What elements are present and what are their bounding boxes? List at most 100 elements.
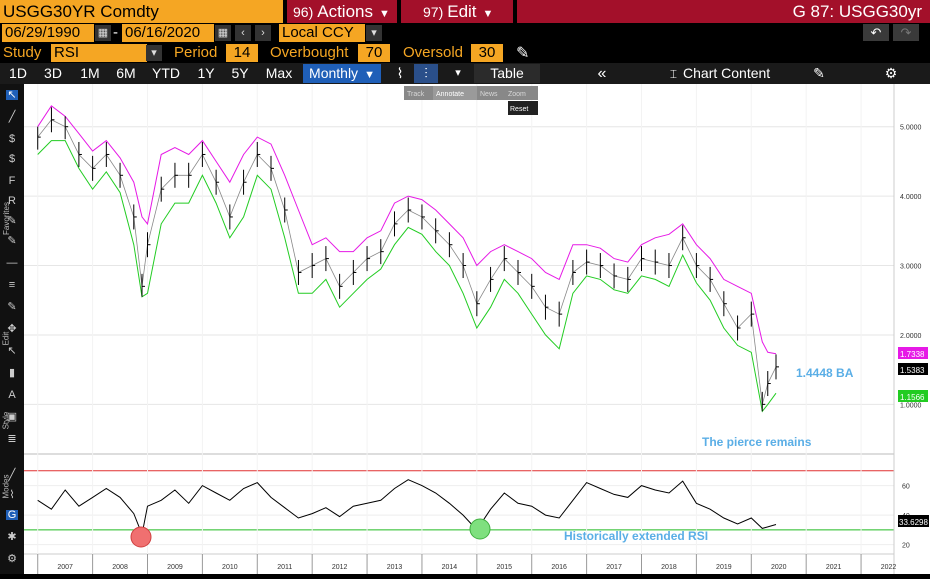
pencil-icon[interactable]: ✎	[516, 45, 530, 62]
redo-icon[interactable]: ↷	[893, 24, 919, 41]
reset-button[interactable]: Reset	[510, 106, 528, 113]
upper-last-label: 1.7338	[900, 350, 925, 359]
x-tick-label: 2018	[661, 564, 677, 571]
oversold-input[interactable]: 30	[471, 44, 503, 62]
pointer-icon[interactable]: ↖	[7, 345, 17, 357]
x-tick-label: 2020	[771, 564, 787, 571]
lower-last-label: 1.1566	[900, 393, 925, 402]
gauge-icon[interactable]: G	[6, 509, 18, 521]
upper-band-line	[37, 105, 777, 355]
edit-menu[interactable]: 97) Edit ▼	[401, 0, 513, 23]
range-1m[interactable]: 1M	[80, 65, 100, 81]
rsi-y-tick-label: 20	[902, 543, 910, 550]
rsi-y-tick-label: 60	[902, 484, 910, 491]
regression-tool-icon[interactable]: R	[8, 195, 16, 207]
study-select[interactable]: RSI	[51, 44, 147, 62]
move-icon[interactable]: ✥	[7, 323, 17, 335]
bar-chart-icon[interactable]: ⫶	[414, 64, 438, 83]
actions-menu[interactable]: 96) Actions ▼	[287, 0, 397, 23]
oversold-label: Oversold	[403, 44, 464, 61]
gear-icon[interactable]: ⚙	[884, 65, 898, 81]
rsi-low-marker-2015	[469, 518, 491, 540]
price-annotation: 1.4448 BA	[796, 366, 854, 380]
edit-label: Edit	[1, 331, 11, 346]
popup-news[interactable]: News	[480, 91, 498, 98]
date-separator: -	[113, 24, 118, 41]
x-tick-label: 2019	[716, 564, 732, 571]
period-input[interactable]: 14	[226, 44, 258, 62]
modes-sidebar: ╱ ⌇ G ✱ ⚙ Modes	[0, 460, 24, 574]
chevron-left-icon[interactable]: ‹	[235, 25, 251, 41]
rsi-line	[37, 479, 777, 537]
x-tick-label: 2012	[332, 564, 348, 571]
chevron-down-icon: ▼	[482, 8, 494, 20]
table-button[interactable]: Table	[474, 64, 540, 83]
brush-icon[interactable]: ✎	[7, 215, 17, 227]
cursor-icon[interactable]: ↖	[6, 89, 18, 101]
upper-y-tick-label: 3.0000	[900, 264, 922, 271]
chevron-down-icon[interactable]: ▾	[366, 25, 382, 41]
pierce-annotation: The pierce remains	[702, 435, 812, 449]
upper-y-tick-label: 4.0000	[900, 194, 922, 201]
channel-icon[interactable]: ≡	[8, 279, 16, 291]
line-style-icon[interactable]: ≣	[7, 433, 17, 445]
range-max[interactable]: Max	[265, 65, 293, 81]
horizontal-line-icon[interactable]: —	[6, 257, 18, 269]
study-label: Study	[3, 44, 42, 61]
title-bar-fill	[517, 0, 930, 23]
ticker-field[interactable]: USGG30YR Comdty	[0, 0, 283, 23]
chart-mode-icon[interactable]: ⌇	[9, 489, 15, 501]
study-bar: Study RSI ▾ Period 14 Overbought 70 Over…	[0, 43, 930, 63]
currency-select[interactable]: Local CCY	[279, 24, 365, 42]
settings-icon[interactable]: ⚙	[7, 553, 17, 565]
range-toolbar: 1D 3D 1M 6M YTD 1Y 5Y Max Monthly ▼ ⌇ ⫶ ▾…	[0, 63, 930, 84]
price-tool-icon[interactable]: $	[8, 133, 16, 145]
calendar-icon[interactable]: ▦	[95, 25, 111, 41]
range-ytd[interactable]: YTD	[152, 65, 180, 81]
calendar-icon[interactable]: ▦	[215, 25, 231, 41]
rsi-plot	[37, 479, 777, 537]
price-plot	[37, 105, 779, 413]
range-5y[interactable]: 5Y	[231, 65, 249, 81]
ruler-icon[interactable]: ╱	[8, 469, 16, 481]
range-6m[interactable]: 6M	[116, 65, 136, 81]
chart-area[interactable]: 5.0000 4.0000 3.0000 2.0000 1.0000 604020 20…	[24, 84, 930, 574]
popup-track[interactable]: Track	[407, 91, 425, 98]
line-chart-icon[interactable]: ⌇	[396, 65, 404, 81]
chevron-down-icon[interactable]: ▾	[146, 45, 162, 61]
undo-icon[interactable]: ↶	[863, 24, 889, 41]
overbought-input[interactable]: 70	[358, 44, 390, 62]
popup-zoom[interactable]: Zoom	[508, 91, 526, 98]
price-last-label: 1.5383	[900, 366, 925, 375]
fib-tool-icon[interactable]: F	[8, 175, 16, 187]
text-tool-icon[interactable]: A	[8, 389, 16, 401]
chart-svg[interactable]: 5.0000 4.0000 3.0000 2.0000 1.0000 604020 20…	[24, 84, 930, 574]
edit-chart-icon[interactable]: ✎	[813, 65, 825, 81]
period-label: Period	[174, 44, 218, 61]
palette-icon[interactable]: ✱	[7, 531, 17, 543]
trash-icon[interactable]: ▮	[8, 367, 16, 379]
range-1d[interactable]: 1D	[9, 65, 27, 81]
upper-y-tick-label: 5.0000	[900, 125, 922, 132]
chart-content-button[interactable]: ⌶ Chart Content	[669, 65, 771, 81]
range-3d[interactable]: 3D	[44, 65, 62, 81]
chevron-down-icon[interactable]: ▾	[455, 67, 461, 79]
reset-button-bg[interactable]	[508, 101, 538, 115]
pen-icon[interactable]: ✎	[7, 301, 17, 313]
chevron-right-icon[interactable]: ›	[255, 25, 271, 41]
chart-icon: ⌶	[669, 67, 678, 81]
upper-y-tick-label: 2.0000	[900, 333, 922, 340]
brush-icon[interactable]: ✎	[7, 235, 17, 247]
rsi-last-label-bg	[898, 515, 929, 527]
start-date-field[interactable]: 06/29/1990	[2, 24, 94, 42]
color-icon[interactable]: ▣	[6, 411, 18, 423]
line-tool-icon[interactable]: ╱	[8, 111, 16, 123]
popup-annotate[interactable]: Annotate	[436, 91, 464, 98]
frequency-select[interactable]: Monthly ▼	[303, 64, 381, 83]
price-tool-icon[interactable]: $	[8, 153, 16, 165]
rsi-panel-grid: 604020	[24, 470, 910, 550]
end-date-field[interactable]: 06/16/2020	[122, 24, 214, 42]
range-1y[interactable]: 1Y	[197, 65, 215, 81]
collapse-icon[interactable]: «	[597, 65, 607, 82]
chevron-down-icon: ▼	[364, 69, 375, 81]
